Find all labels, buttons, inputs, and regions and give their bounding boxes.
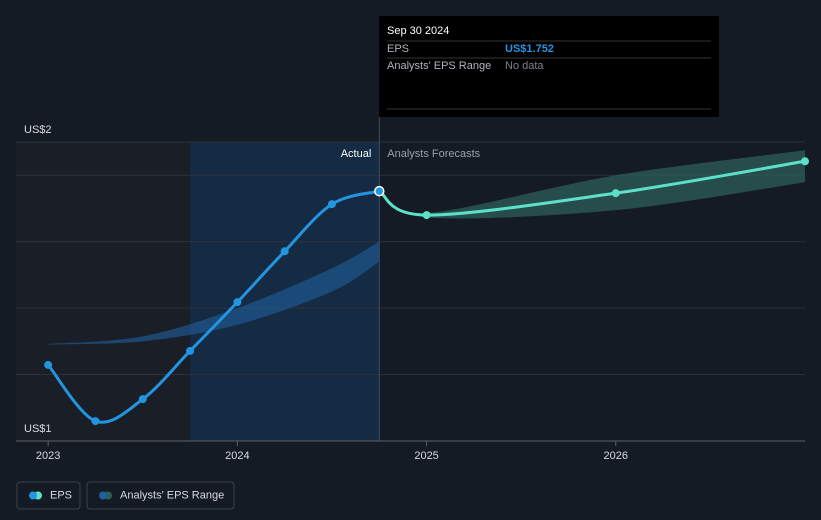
y-tick-label: US$1	[24, 423, 52, 435]
tooltip-box	[379, 16, 719, 117]
data-point	[44, 360, 53, 369]
data-point	[611, 189, 620, 198]
tooltip-value: No data	[505, 60, 544, 72]
legend-label: EPS	[50, 489, 72, 501]
region-label: Actual	[341, 148, 372, 160]
tooltip-value: US$1.752	[505, 43, 554, 55]
legend-swatch	[29, 491, 37, 500]
data-point	[327, 200, 336, 209]
tooltip-label: Analysts' EPS Range	[387, 60, 491, 72]
legend-swatch	[99, 491, 107, 500]
legend-box	[16, 481, 81, 510]
data-point	[280, 247, 289, 256]
data-point	[422, 211, 431, 220]
data-point	[186, 346, 195, 355]
tooltip-label: EPS	[387, 43, 409, 55]
x-tick-label: 2024	[225, 450, 249, 462]
region-label: Analysts Forecasts	[387, 148, 480, 160]
data-point	[801, 157, 809, 166]
y-tick-label: US$2	[24, 124, 52, 136]
x-tick-label: 2026	[604, 450, 628, 462]
tooltip-date: Sep 30 2024	[387, 25, 449, 37]
legend-item[interactable]: Analysts' EPS Range	[86, 481, 235, 510]
range-band	[48, 241, 380, 345]
eps-line	[378, 159, 806, 217]
data-point	[233, 298, 242, 307]
x-tick-label: 2025	[414, 450, 438, 462]
x-tick-label: 2023	[36, 450, 60, 462]
legend-label: Analysts' EPS Range	[120, 489, 224, 501]
tooltip: Sep 30 2024 EPS US$1.752 Analysts' EPS R…	[379, 16, 719, 117]
range-band	[379, 150, 805, 219]
legend-box	[86, 481, 235, 510]
data-point	[138, 395, 147, 404]
past-region	[16, 142, 191, 441]
data-point	[91, 417, 100, 426]
legend-item[interactable]: EPS	[16, 481, 81, 510]
data-point	[374, 185, 385, 197]
